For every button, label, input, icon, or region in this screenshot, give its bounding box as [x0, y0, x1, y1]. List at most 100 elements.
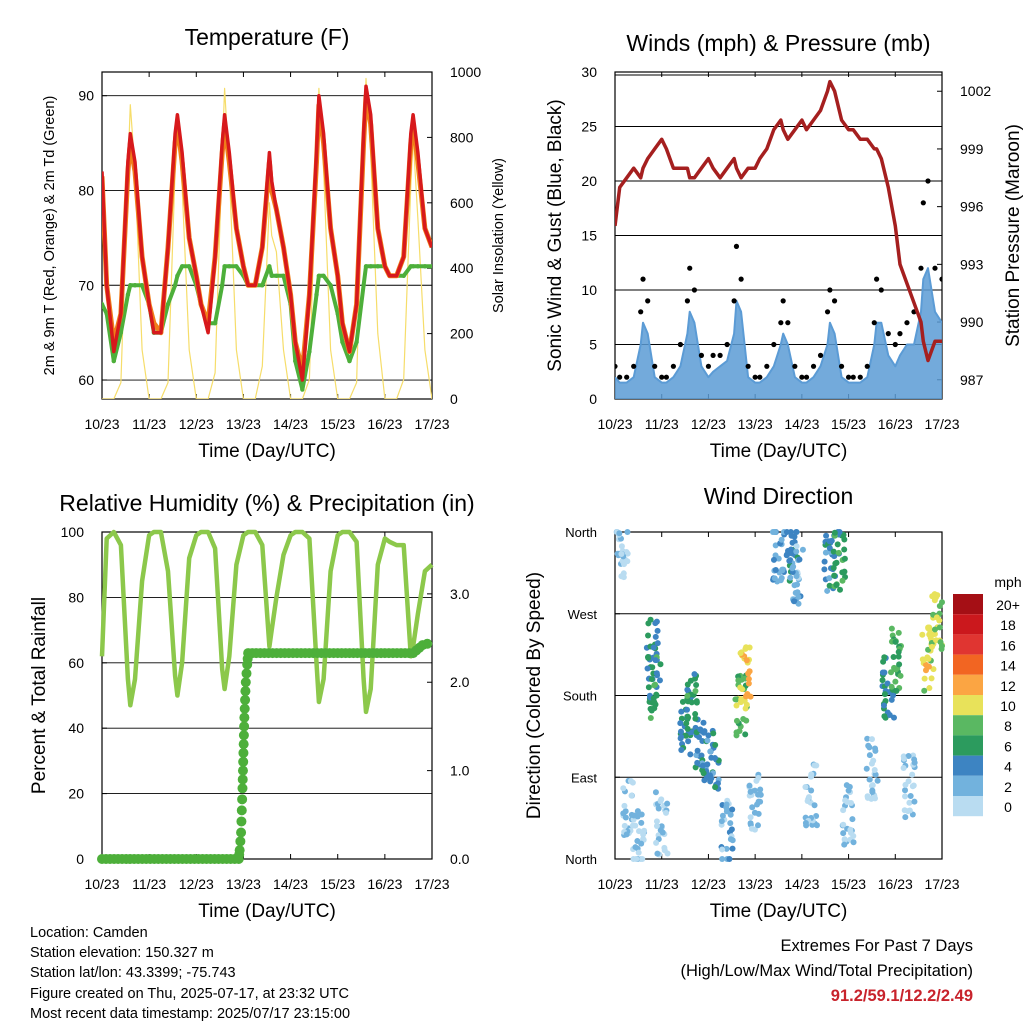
direction-point — [635, 849, 642, 856]
y-tick-label: 15 — [581, 228, 597, 244]
y-right-axis-label: Solar Insolation (Yellow) — [491, 158, 507, 313]
gust-point — [799, 374, 805, 380]
y-tick-label: 5 — [589, 337, 597, 353]
dewpoint-point — [335, 311, 340, 316]
colorbar-label: 2 — [1004, 779, 1012, 795]
x-tick-label: 17/23 — [414, 876, 449, 892]
direction-point — [698, 752, 705, 759]
gust-point — [710, 352, 716, 358]
direction-point — [837, 586, 844, 593]
dewpoint-point — [274, 273, 279, 278]
direction-point — [623, 831, 630, 838]
colorbar-swatch — [953, 594, 983, 615]
dewpoint-point — [269, 273, 274, 278]
direction-point — [929, 643, 936, 650]
direction-point — [755, 791, 762, 798]
direction-point — [925, 663, 932, 670]
direction-point — [772, 552, 779, 559]
direction-point — [684, 706, 691, 713]
direction-point — [902, 793, 909, 800]
gust-point — [792, 363, 798, 369]
direction-point — [936, 624, 943, 631]
gust-point — [659, 374, 665, 380]
temp-2m-line — [102, 84, 432, 382]
direction-point — [833, 581, 840, 588]
temperature-plot-area — [102, 77, 432, 399]
colorbar-swatch — [953, 735, 983, 756]
direction-point — [868, 782, 875, 789]
dewpoint-point — [172, 283, 178, 288]
chart-title: Winds (mph) & Pressure (mb) — [626, 30, 930, 56]
gust-point — [778, 320, 784, 326]
dewpoint-point — [267, 264, 272, 269]
direction-point — [874, 777, 881, 784]
gust-point — [663, 374, 669, 380]
direction-point — [813, 762, 820, 769]
direction-point — [653, 670, 660, 677]
dewpoint-point — [354, 339, 359, 345]
direction-point — [747, 788, 754, 795]
direction-point — [654, 640, 661, 647]
x-tick-label: 10/23 — [84, 876, 119, 892]
direction-point — [652, 789, 659, 796]
direction-point — [749, 804, 756, 811]
dewpoint-point — [316, 273, 322, 278]
direction-point — [712, 784, 719, 791]
y-tick-label: 20 — [581, 173, 597, 189]
direction-point — [881, 691, 888, 698]
direction-point — [704, 737, 711, 744]
direction-point — [743, 701, 750, 708]
y-right-tick-label: 0 — [450, 391, 458, 407]
direction-point — [880, 658, 887, 665]
direction-point — [679, 698, 686, 705]
direction-point — [678, 708, 685, 715]
dewpoint-point — [321, 273, 326, 278]
colorbar-label: 10 — [1000, 698, 1016, 714]
direction-point — [650, 644, 657, 651]
direction-point — [841, 837, 848, 844]
direction-point — [871, 766, 878, 773]
direction-point — [925, 625, 932, 632]
solar-line — [102, 77, 432, 399]
direction-point — [699, 762, 706, 769]
direction-point — [826, 575, 833, 582]
gust-point — [920, 200, 926, 206]
gust-point — [771, 341, 777, 348]
direction-point — [795, 593, 802, 600]
station-location: Location: Camden — [30, 925, 148, 941]
y-tick-label: 0 — [589, 391, 597, 407]
direction-point — [823, 532, 830, 539]
direction-point — [684, 725, 691, 732]
direction-point — [639, 856, 646, 862]
direction-point — [652, 620, 659, 627]
direction-point — [654, 627, 661, 634]
recent-timestamp: Most recent data timestamp: 2025/07/17 2… — [30, 1005, 351, 1022]
colorbar-label: 14 — [1000, 658, 1016, 674]
gust-point — [717, 352, 723, 358]
direction-point — [906, 807, 913, 814]
y-tick-label: 25 — [581, 119, 597, 135]
direction-point — [743, 657, 750, 664]
direction-point — [710, 730, 717, 737]
direction-point — [621, 802, 628, 809]
x-tick-label: 13/23 — [226, 416, 261, 432]
direction-point — [644, 665, 651, 672]
direction-point — [621, 822, 628, 829]
direction-point — [712, 741, 719, 748]
x-axis-label: Time (Day/UTC) — [198, 441, 336, 462]
dewpoint-point — [220, 283, 225, 288]
direction-point — [909, 771, 916, 778]
direction-point — [832, 560, 839, 567]
direction-point — [778, 575, 785, 582]
colorbar-title: mph — [994, 574, 1021, 590]
direction-point — [847, 829, 854, 836]
direction-point — [924, 654, 931, 661]
dewpoint-point — [328, 283, 333, 288]
precip-point — [237, 783, 248, 794]
direction-point — [895, 653, 902, 660]
direction-point — [677, 728, 684, 735]
direction-point — [930, 666, 937, 673]
y-tick-label: 0 — [76, 851, 84, 867]
direction-point — [786, 557, 793, 564]
direction-point — [872, 747, 879, 754]
